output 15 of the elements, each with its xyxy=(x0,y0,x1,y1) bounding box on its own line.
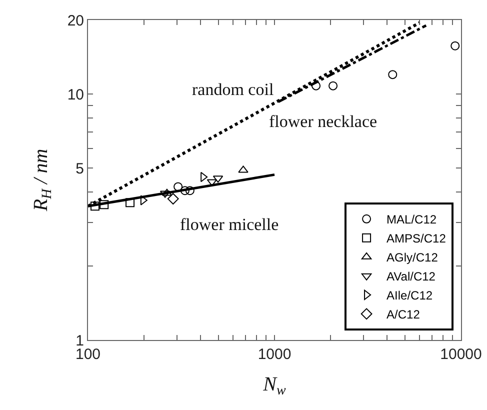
y-tick-label: 10 xyxy=(67,86,84,104)
annotation: flower necklace xyxy=(269,112,378,131)
annotation: flower micelle xyxy=(180,215,279,234)
y-tick-label: 5 xyxy=(76,160,84,178)
legend-label: AGly/C12 xyxy=(386,250,438,265)
x-axis-title: N$_{w}$ xyxy=(262,374,286,399)
annotation: random coil xyxy=(192,80,274,99)
y-tick-label: 20 xyxy=(67,12,84,30)
x-tick-label: 1000 xyxy=(258,346,292,363)
legend-label: AVal/C12 xyxy=(386,270,436,284)
x-tick-label: 10000 xyxy=(440,346,482,363)
legend-label: AMPS/C12 xyxy=(386,232,446,246)
legend-label: AIle/C12 xyxy=(386,288,433,303)
legend-label: MAL/C12 xyxy=(386,212,437,227)
legend-label: A/C12 xyxy=(386,308,420,322)
